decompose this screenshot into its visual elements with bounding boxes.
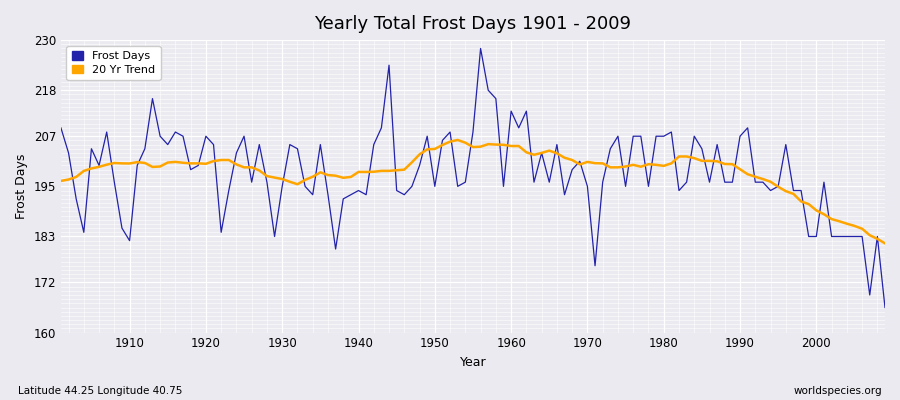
X-axis label: Year: Year — [460, 356, 486, 369]
Text: worldspecies.org: worldspecies.org — [794, 386, 882, 396]
Text: Latitude 44.25 Longitude 40.75: Latitude 44.25 Longitude 40.75 — [18, 386, 183, 396]
Legend: Frost Days, 20 Yr Trend: Frost Days, 20 Yr Trend — [67, 46, 161, 80]
Title: Yearly Total Frost Days 1901 - 2009: Yearly Total Frost Days 1901 - 2009 — [314, 15, 632, 33]
Y-axis label: Frost Days: Frost Days — [15, 154, 28, 219]
